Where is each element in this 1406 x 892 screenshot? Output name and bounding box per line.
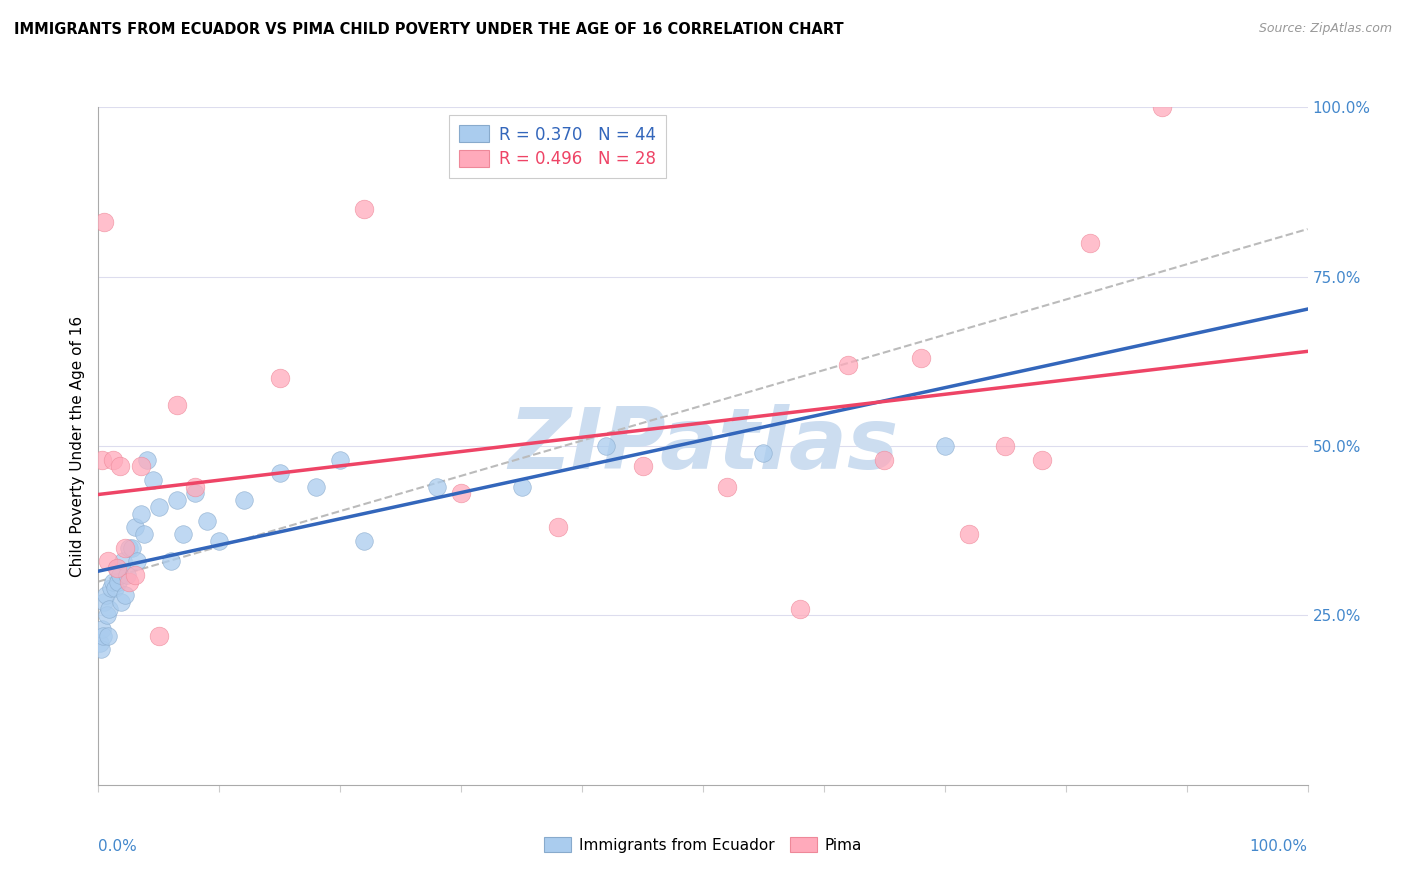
Point [90,642,112,657]
Point [124,567,146,582]
Text: ZIPatlas: ZIPatlas [508,404,898,488]
Point [98,601,121,615]
Point [426,480,449,494]
Legend: Immigrants from Ecuador, Pima: Immigrants from Ecuador, Pima [537,830,869,859]
Point [127,554,149,568]
Text: Source: ZipAtlas.com: Source: ZipAtlas.com [1258,22,1392,36]
Point [91,622,114,636]
Text: IMMIGRANTS FROM ECUADOR VS PIMA CHILD POVERTY UNDER THE AGE OF 16 CORRELATION CH: IMMIGRANTS FROM ECUADOR VS PIMA CHILD PO… [14,22,844,37]
Point [111,554,134,568]
Point [101,452,124,467]
Point [108,567,131,582]
Point [105,561,128,575]
Point [148,500,170,514]
Point [129,459,152,474]
Point [184,480,207,494]
Point [89,635,111,649]
Point [1152,100,1174,114]
Point [160,554,183,568]
Point [108,459,131,474]
Point [208,533,231,548]
Point [1031,452,1053,467]
Point [957,527,980,541]
Point [716,480,738,494]
Point [547,520,569,534]
Point [910,351,932,365]
Point [353,202,375,216]
Point [101,574,124,589]
Point [269,466,291,480]
Point [114,541,136,555]
Point [166,398,188,412]
Point [873,452,896,467]
Point [118,574,141,589]
Text: 0.0%: 0.0% [98,839,138,855]
Point [91,629,114,643]
Point [148,629,170,643]
Point [142,473,165,487]
Point [97,629,120,643]
Point [93,215,115,229]
Point [117,567,139,582]
Point [97,554,120,568]
Point [195,514,218,528]
Point [114,588,136,602]
Y-axis label: Child Poverty Under the Age of 16: Child Poverty Under the Age of 16 [69,316,84,576]
Point [595,439,617,453]
Point [994,439,1017,453]
Point [124,520,146,534]
Text: 100.0%: 100.0% [1250,839,1308,855]
Point [135,452,157,467]
Point [305,480,328,494]
Point [105,561,128,575]
Point [789,601,811,615]
Point [129,507,152,521]
Point [232,493,254,508]
Point [91,452,114,467]
Point [510,480,533,494]
Point [837,358,859,372]
Point [450,486,472,500]
Point [752,446,775,460]
Point [93,595,115,609]
Point [96,608,118,623]
Point [631,459,654,474]
Point [1078,235,1101,250]
Point [353,533,375,548]
Point [94,588,117,602]
Point [104,582,127,596]
Point [121,541,143,555]
Point [934,439,956,453]
Point [184,486,207,500]
Point [166,493,188,508]
Point [172,527,194,541]
Point [107,574,129,589]
Point [269,371,291,385]
Point [134,527,156,541]
Point [100,582,122,596]
Point [329,452,352,467]
Point [110,595,132,609]
Point [118,541,141,555]
